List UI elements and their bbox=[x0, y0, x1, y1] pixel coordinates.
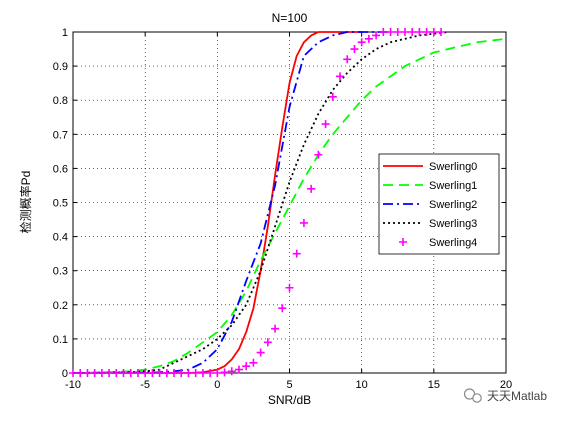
data-point bbox=[429, 28, 438, 36]
data-point bbox=[184, 369, 193, 377]
y-tick-label: 0.1 bbox=[53, 334, 68, 346]
y-tick-label: 0.7 bbox=[53, 129, 68, 141]
legend-label: Swerling0 bbox=[429, 161, 477, 173]
y-tick-label: 0.2 bbox=[53, 300, 68, 312]
x-tick-label: 5 bbox=[286, 379, 292, 391]
data-point bbox=[350, 45, 359, 54]
y-axis-title: 检测概率Pd bbox=[18, 171, 33, 234]
x-axis-title: SNR/dB bbox=[268, 393, 311, 407]
data-point bbox=[198, 369, 207, 377]
legend: Swerling0 Swerling1 Swerling2 Swerling3 Swer… bbox=[378, 153, 500, 255]
data-point bbox=[307, 184, 316, 193]
y-tick-label: 0.9 bbox=[53, 61, 68, 73]
x-tick-label: 10 bbox=[356, 379, 368, 391]
data-point bbox=[372, 31, 381, 40]
y-tick-label: 0.5 bbox=[53, 198, 68, 210]
data-point bbox=[357, 38, 366, 47]
data-point bbox=[336, 72, 345, 81]
x-tick-label: 0 bbox=[214, 379, 220, 391]
x-tick-label: -5 bbox=[140, 379, 150, 391]
data-point bbox=[191, 369, 200, 377]
data-point bbox=[256, 348, 265, 357]
wechat-icon bbox=[463, 388, 482, 403]
data-point bbox=[393, 28, 402, 36]
x-tick-label: 20 bbox=[500, 379, 512, 391]
data-point bbox=[400, 28, 409, 36]
legend-label: Swerling3 bbox=[429, 218, 477, 230]
data-point bbox=[97, 369, 106, 377]
legend-label: Swerling2 bbox=[429, 199, 477, 211]
y-tick-label: 0 bbox=[62, 368, 68, 380]
data-point bbox=[83, 369, 92, 377]
data-point bbox=[90, 369, 99, 377]
data-point bbox=[242, 362, 251, 371]
series-layer bbox=[69, 28, 507, 377]
y-tick-label: 0.4 bbox=[53, 232, 68, 244]
data-point bbox=[76, 369, 85, 377]
legend-label: Swerling4 bbox=[429, 237, 477, 249]
grid bbox=[73, 32, 506, 373]
swerling2-line bbox=[72, 31, 391, 374]
swerling0-line bbox=[73, 31, 362, 374]
y-tick-label: 1 bbox=[62, 27, 68, 39]
data-point bbox=[285, 283, 294, 292]
data-point bbox=[422, 28, 431, 36]
watermark: 天天Matlab bbox=[463, 388, 547, 403]
chart-title: N=100 bbox=[272, 11, 308, 25]
x-tick-label: -10 bbox=[65, 379, 81, 391]
data-point bbox=[177, 369, 186, 377]
data-point bbox=[206, 369, 215, 377]
data-point bbox=[249, 358, 258, 367]
data-point bbox=[133, 369, 142, 377]
data-point bbox=[263, 338, 272, 347]
data-point bbox=[69, 369, 77, 377]
y-tick-label: 0.6 bbox=[53, 163, 68, 175]
data-point bbox=[328, 92, 337, 101]
data-point bbox=[321, 120, 330, 129]
watermark-text: 天天Matlab bbox=[487, 389, 547, 403]
data-point bbox=[386, 28, 395, 36]
data-point bbox=[364, 34, 373, 43]
data-point bbox=[112, 369, 121, 377]
legend-label: Swerling1 bbox=[429, 180, 477, 192]
y-tick-label: 0.3 bbox=[53, 266, 68, 278]
swerling4-markers bbox=[69, 28, 446, 377]
data-point bbox=[437, 28, 446, 36]
data-point bbox=[278, 304, 287, 313]
data-point bbox=[415, 28, 424, 36]
data-point bbox=[271, 324, 280, 333]
data-point bbox=[148, 369, 157, 377]
data-point bbox=[314, 150, 323, 159]
data-point bbox=[126, 369, 135, 377]
x-tick-label: 15 bbox=[428, 379, 440, 391]
data-point bbox=[170, 369, 179, 377]
swerling3-line bbox=[72, 31, 449, 374]
data-point bbox=[227, 367, 236, 376]
data-point bbox=[162, 369, 171, 377]
data-point bbox=[408, 28, 417, 36]
data-point bbox=[119, 369, 128, 377]
data-point bbox=[155, 369, 164, 377]
data-point bbox=[141, 369, 150, 377]
data-point bbox=[379, 28, 388, 36]
y-tick-label: 0.8 bbox=[53, 95, 68, 107]
data-point bbox=[234, 365, 243, 374]
data-point bbox=[220, 368, 229, 377]
data-point bbox=[105, 369, 114, 377]
data-point bbox=[299, 218, 308, 227]
axis-ticks: -10 -5 0 5 10 15 20 0 0.1 0.2 0.3 0.4 0.5 0.6 0.7 0.8 0.… bbox=[53, 27, 512, 391]
data-point bbox=[343, 55, 352, 64]
data-point bbox=[292, 249, 301, 258]
swerling1-line bbox=[72, 37, 507, 374]
data-point bbox=[213, 369, 222, 377]
legend-swatch bbox=[399, 238, 407, 246]
